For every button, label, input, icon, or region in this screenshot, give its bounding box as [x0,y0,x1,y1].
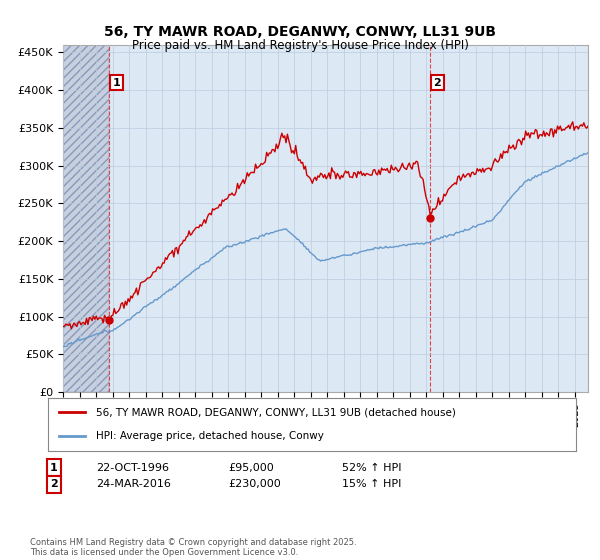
Text: 52% ↑ HPI: 52% ↑ HPI [342,463,401,473]
Text: £230,000: £230,000 [228,479,281,489]
Bar [63,45,109,392]
Text: £95,000: £95,000 [228,463,274,473]
Text: 24-MAR-2016: 24-MAR-2016 [96,479,171,489]
Text: HPI: Average price, detached house, Conwy: HPI: Average price, detached house, Conw… [95,431,323,441]
Text: 56, TY MAWR ROAD, DEGANWY, CONWY, LL31 9UB: 56, TY MAWR ROAD, DEGANWY, CONWY, LL31 9… [104,25,496,39]
Text: 1: 1 [113,77,121,87]
Text: 2: 2 [433,77,441,87]
Text: 22-OCT-1996: 22-OCT-1996 [96,463,169,473]
Text: Contains HM Land Registry data © Crown copyright and database right 2025.
This d: Contains HM Land Registry data © Crown c… [30,538,356,557]
Text: 56, TY MAWR ROAD, DEGANWY, CONWY, LL31 9UB (detached house): 56, TY MAWR ROAD, DEGANWY, CONWY, LL31 9… [95,408,455,418]
Text: 15% ↑ HPI: 15% ↑ HPI [342,479,401,489]
Text: 2: 2 [50,479,58,489]
Text: 1: 1 [50,463,58,473]
Text: Price paid vs. HM Land Registry's House Price Index (HPI): Price paid vs. HM Land Registry's House … [131,39,469,52]
